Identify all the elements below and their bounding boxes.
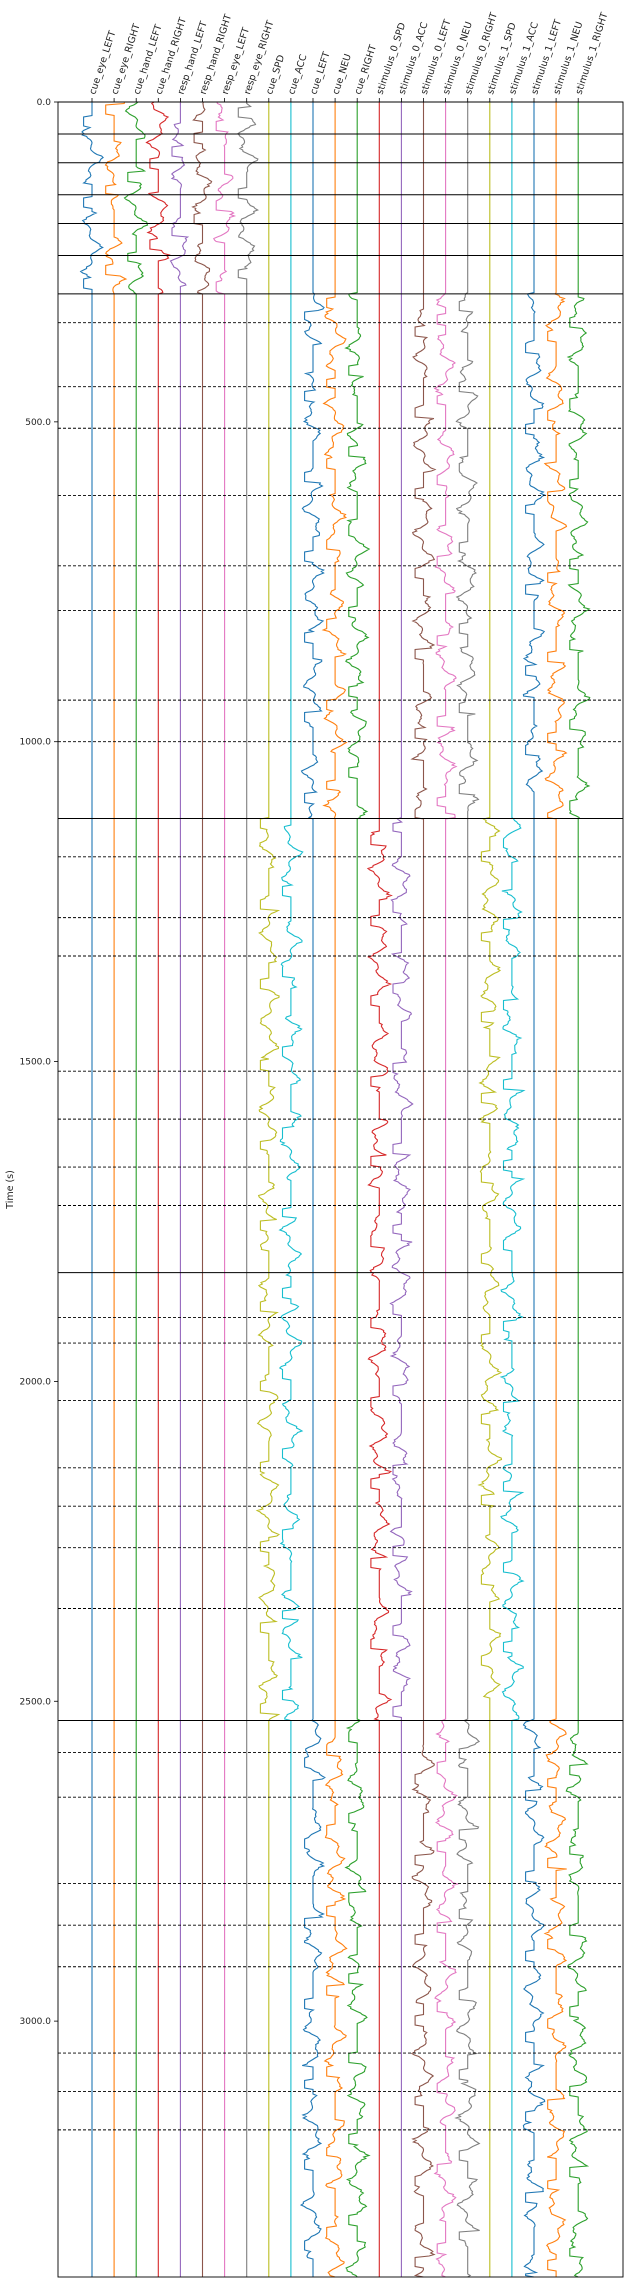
y-tick-label: 1000.0 — [20, 738, 52, 748]
trace-cue_eye_LEFT — [79, 102, 104, 2277]
y-tick-label: 500.0 — [25, 418, 51, 428]
trace-stimulus_1_SPD — [477, 102, 503, 2277]
trace-stimulus_0_NEU — [433, 102, 460, 2278]
y-axis-title: Time (s) — [5, 1170, 16, 1210]
trace-stimulus_0_SPD — [366, 102, 393, 2277]
boundary-lines — [58, 101, 623, 2131]
y-tick-label: 2500.0 — [20, 1697, 52, 1707]
trace-stimulus_0_LEFT — [410, 102, 437, 2278]
trace-resp_eye_RIGHT — [237, 102, 260, 2277]
y-axis: 0.0 500.0 1000.0 1500.0 2000.0 2500.0 3000.0 — [20, 98, 58, 2027]
trace-cue_LEFT — [299, 102, 326, 2277]
trace-stimulus_1_NEU — [543, 102, 568, 2277]
trace-stimulus_1_LEFT — [522, 102, 546, 2278]
y-tick-label: 1500.0 — [20, 1058, 52, 1068]
trace-stimulus_0_ACC — [389, 102, 414, 2277]
trace-stimulus_1_RIGHT — [565, 102, 591, 2278]
trace-stimulus_0_RIGHT — [454, 102, 481, 2278]
trace-resp_eye_LEFT — [213, 101, 237, 2277]
trace-resp_hand_LEFT — [169, 102, 190, 2277]
y-tick-label: 3000.0 — [20, 2017, 52, 2027]
trace-cue_eye_RIGHT — [104, 101, 128, 2277]
plot-frame — [57, 101, 624, 2278]
trace-stimulus_1_ACC — [499, 102, 526, 2277]
trace-cue_NEU — [321, 102, 348, 2278]
trace-resp_hand_RIGHT — [191, 101, 213, 2277]
trace-cue_hand_RIGHT — [145, 101, 171, 2277]
y-tick-label: 2000.0 — [20, 1377, 52, 1387]
y-tick-label: 0.0 — [37, 98, 52, 108]
trace-cue_RIGHT — [344, 102, 371, 2278]
trace-cue_hand_LEFT — [123, 101, 149, 2277]
channel-traces — [79, 101, 591, 2278]
trace-cue_SPD — [255, 102, 281, 2277]
trace-cue_ACC — [278, 102, 304, 2277]
